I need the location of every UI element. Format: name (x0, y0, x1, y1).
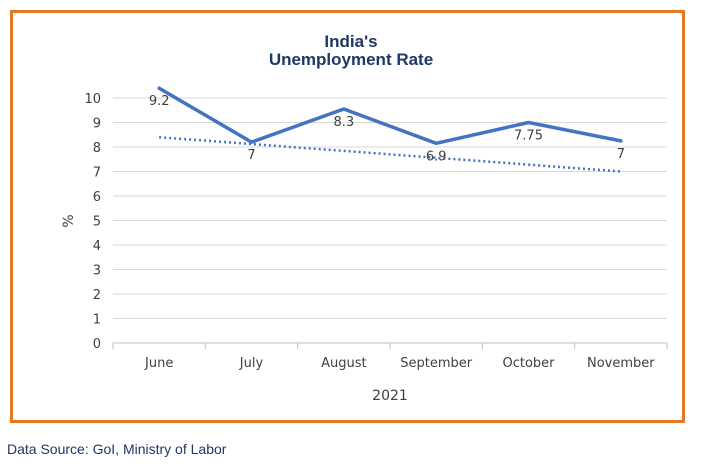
chart-frame (10, 10, 685, 423)
y-tick-label: 3 (93, 264, 101, 279)
x-tick-labels: June July August September October November (144, 356, 655, 371)
gridlines (113, 97, 667, 319)
chart-title-line1: India's (324, 32, 378, 51)
y-tick-label: 4 (93, 239, 101, 254)
data-label: 7 (247, 148, 255, 163)
data-label: 7.75 (514, 129, 543, 144)
series-lines (157, 86, 623, 173)
y-tick-label: 1 (93, 313, 101, 328)
x-tick-label: November (587, 356, 655, 371)
y-tick-labels: 0 1 2 3 4 5 6 7 8 9 10 (84, 92, 101, 352)
y-tick-label: 2 (93, 288, 101, 303)
data-label: 9.2 (149, 94, 170, 109)
y-tick-label: 5 (93, 215, 101, 230)
chart-title-line2: Unemployment Rate (268, 50, 434, 69)
x-tick-label: June (144, 356, 173, 371)
data-label: 6.9 (426, 149, 447, 164)
data-label: 7 (617, 147, 625, 162)
y-axis-label: % (61, 214, 77, 227)
y-tick-label: 7 (93, 166, 101, 181)
y-tick-label: 6 (93, 190, 101, 205)
trendline (159, 135, 621, 173)
x-tick-label: September (400, 356, 473, 371)
y-tick-label: 8 (93, 141, 101, 156)
x-axis (112, 342, 668, 349)
data-source-note: Data Source: GoI, Ministry of Labor (7, 441, 227, 457)
y-tick-label: 9 (93, 117, 101, 132)
y-tick-label: 0 (93, 337, 101, 352)
series-line (157, 86, 623, 146)
x-axis-label: 2021 (372, 388, 408, 404)
y-tick-label: 10 (84, 92, 101, 107)
x-tick-label: July (239, 356, 264, 371)
x-tick-label: October (502, 356, 555, 371)
data-label: 8.3 (333, 115, 354, 130)
x-tick-label: August (321, 356, 367, 371)
data-labels: 9.2 7 8.3 6.9 7.75 7 (149, 94, 625, 164)
chart-title: India's Unemployment Rate (0, 33, 702, 69)
